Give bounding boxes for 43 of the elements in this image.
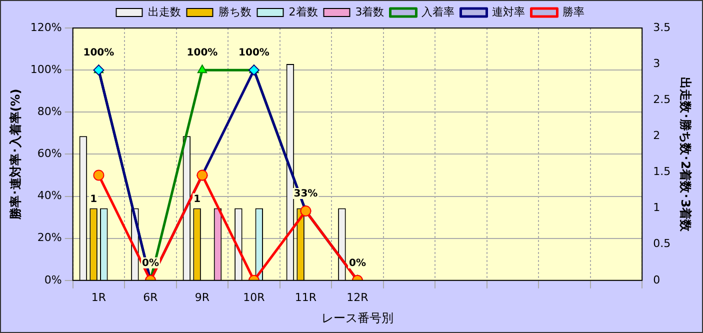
- point: [93, 170, 104, 181]
- y2-tick-label: 0: [653, 273, 660, 286]
- legend-label: 連対率: [492, 5, 526, 18]
- y-axis-title: 勝率･連対率･入着率(%): [8, 88, 22, 221]
- y2-tick-label: 3: [653, 56, 660, 70]
- x-tick-label: 11R: [294, 290, 317, 304]
- y2-tick-label: 3.5: [653, 20, 671, 34]
- legend-label: 勝ち数: [218, 5, 252, 18]
- y2-tick-label: 1: [653, 201, 660, 214]
- legend-label: 出走数: [148, 5, 181, 18]
- data-label: 0%: [348, 258, 366, 269]
- y2-tick-label: 2: [653, 129, 660, 142]
- point: [93, 64, 104, 76]
- x-tick-label: 6R: [143, 290, 158, 304]
- data-label: 100%: [83, 48, 114, 59]
- y2-tick-label: 1.5: [653, 165, 671, 178]
- data-label: 100%: [186, 48, 218, 59]
- point: [248, 64, 260, 76]
- x-tick-label: 10R: [243, 290, 266, 304]
- y-tick-label: 60%: [37, 147, 62, 160]
- legend-label: 入着率: [422, 5, 455, 18]
- y-tick-label: 120%: [30, 20, 62, 34]
- x-axis-title: レース番号別: [321, 310, 394, 325]
- y-tick-label: 80%: [37, 104, 62, 118]
- data-label: 1: [90, 194, 98, 205]
- data-label: 33%: [294, 188, 318, 200]
- data-label: 0%: [142, 258, 159, 269]
- y-tick-label: 20%: [37, 231, 62, 244]
- x-tick-label: 12R: [346, 290, 369, 304]
- legend-label: 3着数: [355, 5, 384, 18]
- y2-tick-label: 0.5: [653, 237, 671, 250]
- y-tick-label: 0%: [44, 273, 62, 286]
- data-label: 1: [194, 194, 201, 205]
- point: [197, 64, 208, 74]
- y-tick-label: 40%: [37, 189, 62, 202]
- y2-tick-label: 2.5: [653, 92, 671, 106]
- x-tick-label: 1R: [91, 290, 106, 304]
- x-tick-label: 9R: [194, 290, 210, 304]
- y-tick-label: 100%: [30, 62, 62, 76]
- y2-axis-title: 出走数･勝ち数･2着数･3着数: [678, 76, 693, 233]
- legend-label: 勝率: [562, 5, 585, 18]
- legend-label: 2着数: [288, 5, 318, 18]
- data-label: 100%: [238, 48, 270, 59]
